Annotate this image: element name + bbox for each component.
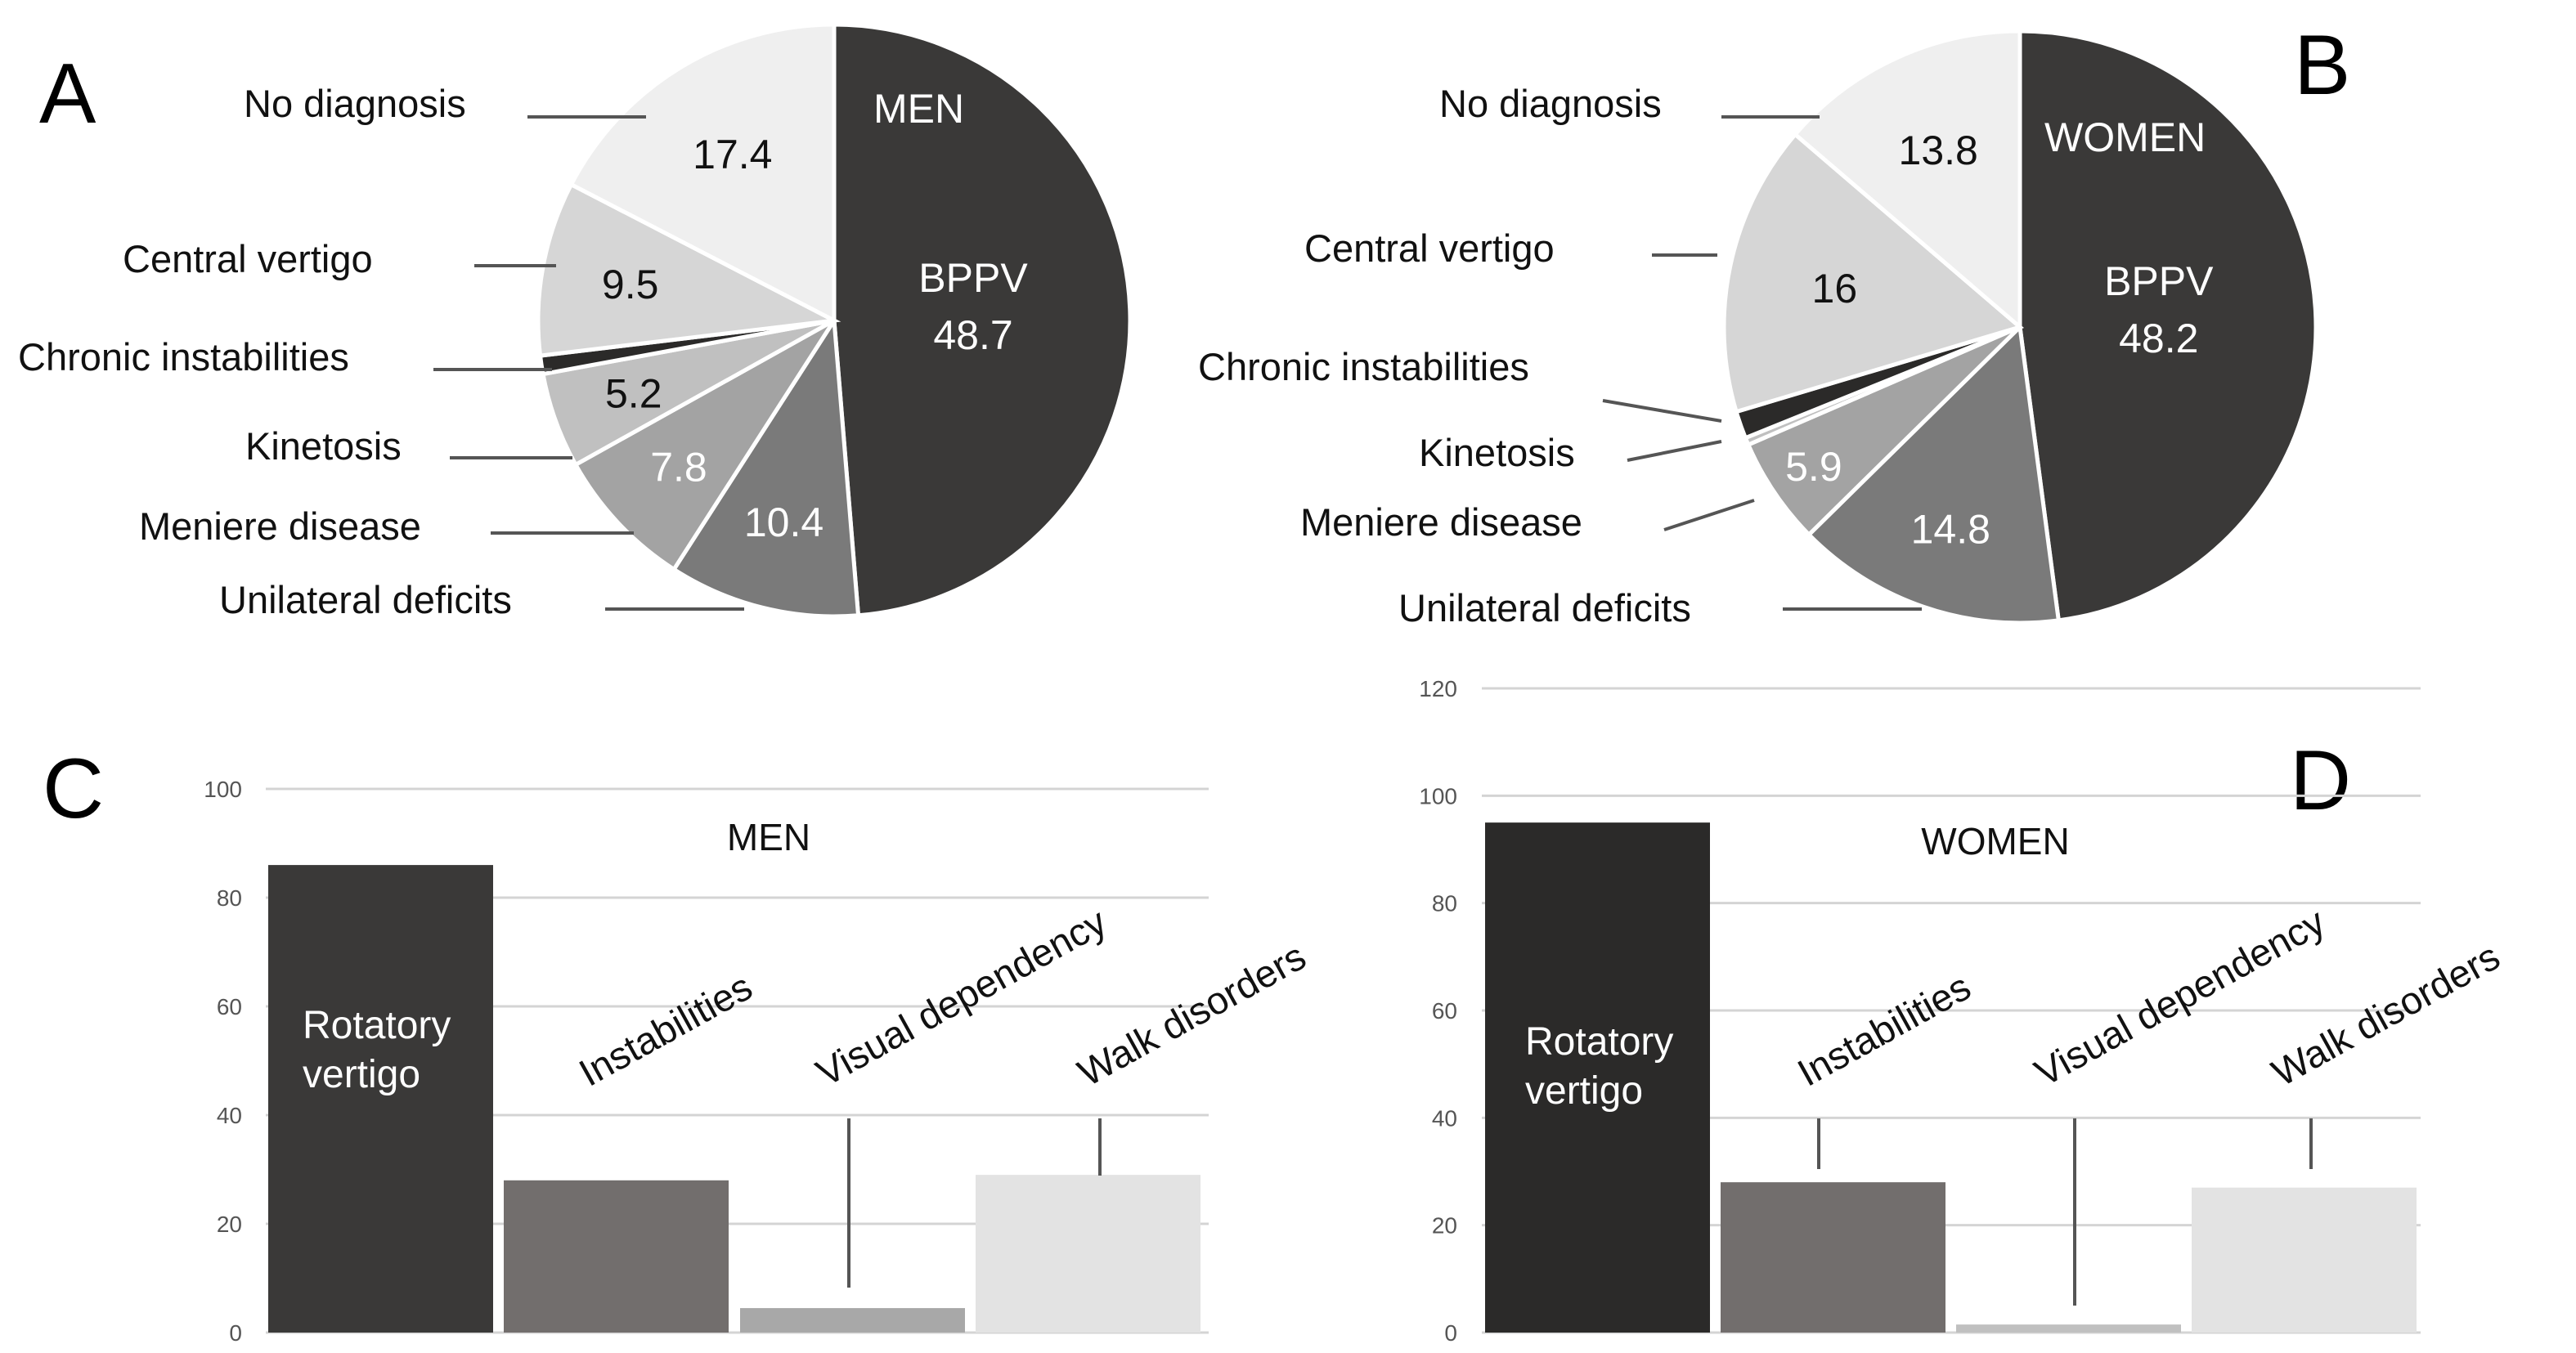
category-label-rotatory-vertigo: Rotatory vertigo (1525, 1020, 1673, 1113)
pie-slice-central-vertigo (536, 181, 841, 358)
bar-rotatory-vertigo (268, 865, 493, 1333)
panel-letter-a: A (39, 47, 96, 141)
pie-slice-no-diagnosis (568, 22, 837, 325)
y-tick-label-80: 80 (1432, 891, 1457, 916)
slice-value-label-bppv: 48.2 (2119, 316, 2198, 361)
legend-label-unilateral-deficits: Unilateral deficits (1398, 586, 1691, 629)
legend-label-meniere-disease: Meniere disease (1300, 500, 1582, 544)
category-label-walk-disorders: Walk disorders (1070, 934, 1313, 1095)
legend-label-central-vertigo: Central vertigo (1304, 226, 1555, 270)
y-tick-label-20: 20 (1432, 1213, 1457, 1239)
y-tick-label-80: 80 (217, 885, 242, 911)
category-label-line: vertigo (303, 1053, 420, 1096)
leader-line-chronic-instabilities (1602, 399, 1722, 423)
category-label-line: Rotatory (303, 1004, 451, 1047)
category-label-instabilities: Instabilities (572, 965, 759, 1095)
bar-chart-d: D 0 20 40 60 80 100 120 WOMEN Rotatory vertigo Inst… (1419, 676, 2506, 1346)
slice-value-label-unilateral-deficits: 14.8 (1911, 506, 1990, 552)
panel-letter-c: C (43, 741, 104, 836)
slice-value-label-meniere-disease: 5.9 (1785, 444, 1842, 490)
panel-letter-b: B (2294, 18, 2350, 113)
pie-slice-central-vertigo (1721, 131, 2025, 414)
legend-label-no-diagnosis: No diagnosis (244, 82, 466, 125)
bar-rotatory-vertigo (1485, 822, 1710, 1333)
slice-value-label-unilateral-deficits: 10.4 (744, 500, 824, 545)
slice-value-label-kinetosis: 5.2 (605, 370, 662, 416)
pie-slice-bppv (832, 22, 1133, 618)
y-tick-label-100: 100 (204, 777, 242, 802)
legend-label-kinetosis: Kinetosis (245, 424, 402, 468)
legend-label-no-diagnosis: No diagnosis (1439, 82, 1662, 125)
pie-slice-meniere-disease (1745, 325, 2022, 538)
bar-chart-title-d: WOMEN (1921, 820, 2069, 862)
slice-value-label-meniere-disease: 7.8 (650, 444, 707, 490)
pie-chart-a: A BPPV 48.7 10.4 7.8 5.2 9.5 17.4 MEN Unilateral … (18, 22, 1133, 621)
y-tick-label-0: 0 (229, 1320, 242, 1346)
y-tick-label-60: 60 (1432, 998, 1457, 1024)
y-tick-label-60: 60 (217, 994, 242, 1019)
bar-visual-dependency (1956, 1324, 2181, 1333)
legend-label-chronic-instabilities: Chronic instabilities (1198, 345, 1529, 388)
pie-slice-bppv (2017, 29, 2318, 623)
pie-title-a: MEN (873, 86, 964, 132)
bar-walk-disorders (976, 1175, 1200, 1333)
y-tick-label-100: 100 (1419, 783, 1457, 809)
legend-label-kinetosis: Kinetosis (1419, 431, 1575, 474)
slice-value-label-no-diagnosis: 17.4 (693, 132, 772, 177)
bar-chart-title-c: MEN (727, 816, 810, 858)
slice-value-label-no-diagnosis: 13.8 (1899, 128, 1978, 173)
legend-label-chronic-instabilities: Chronic instabilities (18, 335, 349, 379)
legend-label-central-vertigo: Central vertigo (123, 237, 373, 280)
pie-chart-b: B BPPV 48.2 14.8 5.9 16 13.8 WOMEN Unilateral de… (1198, 18, 2350, 629)
pie-slice-unilateral-deficits (671, 314, 861, 619)
legend-label-unilateral-deficits: Unilateral deficits (219, 578, 512, 621)
bar-visual-dependency (740, 1308, 965, 1333)
y-tick-label-120: 120 (1419, 676, 1457, 701)
category-label-line: Rotatory (1525, 1020, 1673, 1064)
bar-chart-c: C 0 20 40 60 80 100 MEN Rotatory vertigo Instabili… (43, 741, 1313, 1346)
slice-value-label-central-vertigo: 16 (1812, 266, 1858, 311)
category-label-walk-disorders: Walk disorders (2264, 934, 2506, 1095)
slice-value-label-central-vertigo: 9.5 (602, 262, 659, 307)
category-label-instabilities: Instabilities (1790, 965, 1977, 1095)
slice-value-label-bppv: 48.7 (933, 312, 1012, 358)
y-tick-label-20: 20 (217, 1212, 242, 1237)
y-tick-label-0: 0 (1444, 1320, 1457, 1346)
leader-line-meniere-disease (1663, 499, 1755, 531)
panel-letter-d: D (2290, 733, 2351, 828)
category-label-rotatory-vertigo: Rotatory vertigo (303, 1004, 451, 1096)
bar-instabilities (1721, 1182, 1945, 1333)
legend-label-meniere-disease: Meniere disease (139, 504, 421, 548)
pie-slice-unilateral-deficits (1806, 322, 2062, 625)
pie-slice-meniere-disease (572, 318, 837, 572)
category-label-visual-dependency: Visual dependency (809, 899, 1114, 1095)
y-tick-label-40: 40 (217, 1103, 242, 1128)
leader-line-kinetosis (1627, 440, 1722, 462)
y-tick-label-40: 40 (1432, 1105, 1457, 1131)
bar-walk-disorders (2192, 1187, 2417, 1333)
category-label-line: vertigo (1525, 1069, 1643, 1113)
slice-category-label-bppv: BPPV (918, 255, 1028, 301)
pie-title-b: WOMEN (2044, 114, 2206, 160)
slice-category-label-bppv: BPPV (2104, 258, 2214, 304)
bar-instabilities (504, 1180, 729, 1333)
